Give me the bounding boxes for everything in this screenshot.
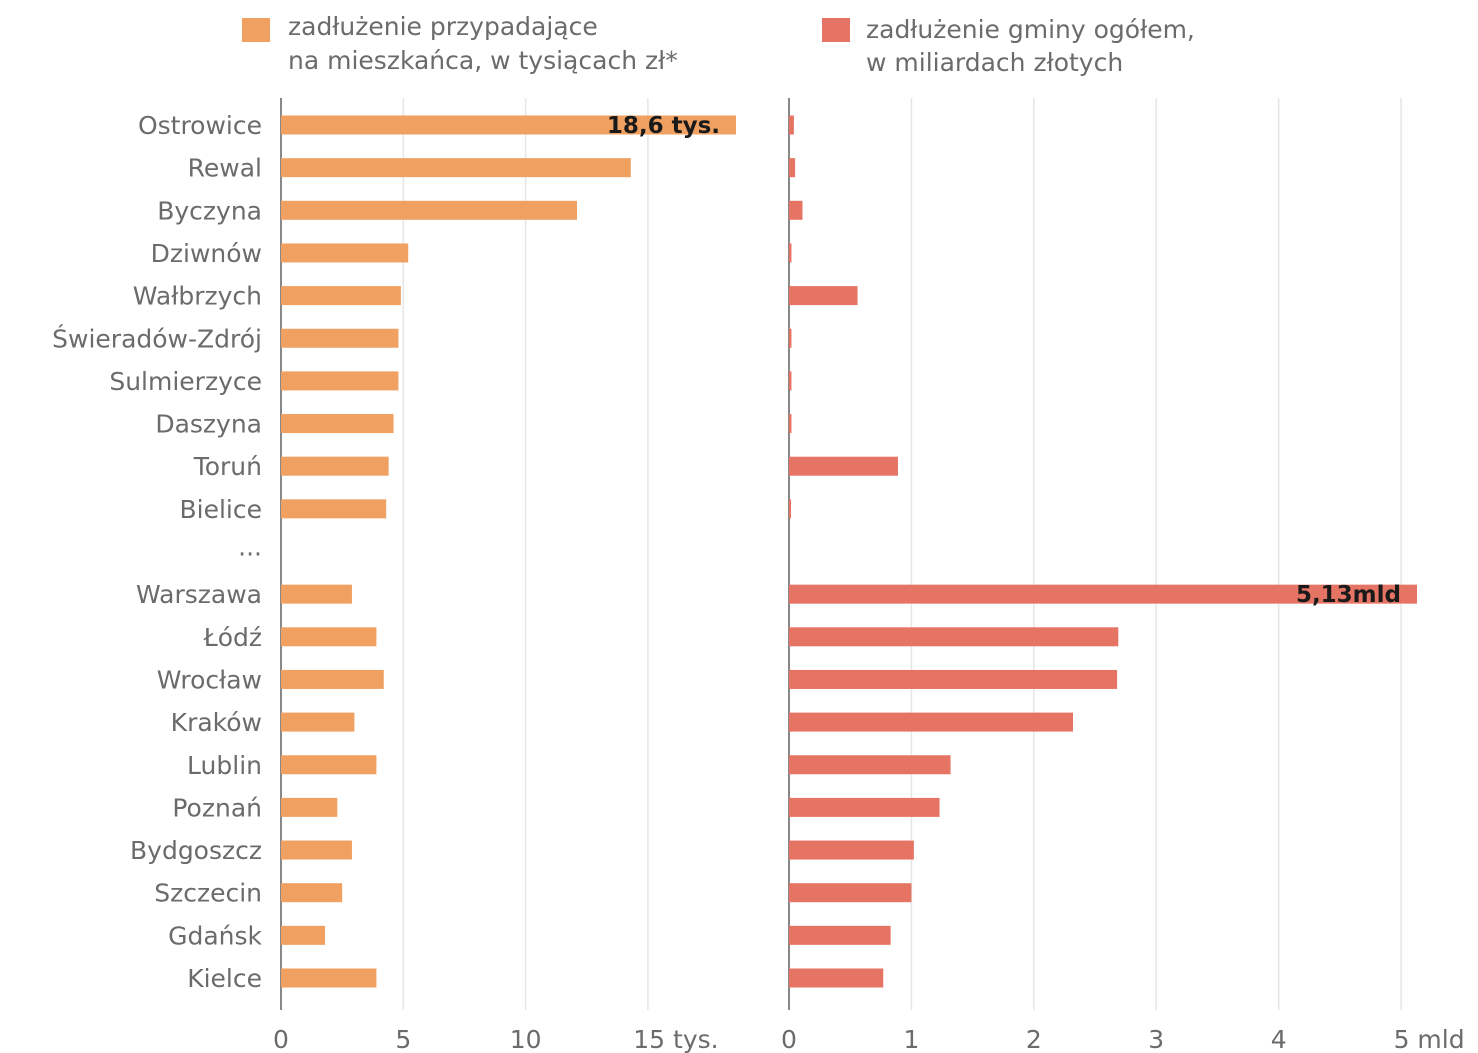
tick-label-s0-5: 5 (395, 1025, 411, 1053)
bar-s1-lublin (789, 755, 951, 775)
tick-label-s0-10: 10 (510, 1025, 542, 1053)
bar-s1-kielce (789, 968, 884, 988)
category-label-torun: Toruń (193, 452, 262, 481)
category-label-bydgoszcz: Bydgoszcz (130, 836, 262, 865)
tick-label-s1-2: 2 (1026, 1025, 1042, 1053)
bar-s1-szczecin (789, 883, 912, 903)
bar-s0-swieradow-zdroj (281, 328, 399, 348)
bar-s1-wroclaw (789, 669, 1118, 689)
bar-s0-wroclaw (281, 669, 384, 689)
bar-s0-ostrowice (281, 115, 736, 135)
bar-s1-daszyna (789, 414, 792, 434)
legend-label-total-line2: w miliardach złotych (866, 48, 1123, 77)
bar-s0-rewal (281, 158, 631, 178)
tick-label-s0-0: 0 (273, 1025, 289, 1053)
bar-s0-walbrzych (281, 286, 401, 306)
legend-swatch-per-capita (242, 18, 270, 42)
data-label-s1-warszawa: 5,13mld (1296, 582, 1401, 608)
tick-label-s1-3: 3 (1148, 1025, 1164, 1053)
legend: zadłużenie przypadające na mieszkańca, w… (242, 12, 1195, 77)
bar-s1-ostrowice (789, 115, 794, 135)
category-label-warszawa: Warszawa (136, 580, 262, 609)
bar-s0-szczecin (281, 883, 343, 903)
bar-s0-kielce (281, 968, 377, 988)
category-label-gdansk: Gdańsk (168, 921, 262, 950)
category-label-lublin: Lublin (187, 751, 262, 780)
tick-label-s1-5: 5 mld (1394, 1025, 1465, 1053)
bar-s0-bydgoszcz (281, 840, 352, 860)
category-label-sulmierzyce: Sulmierzyce (109, 367, 262, 396)
bar-s0-krakow (281, 712, 355, 732)
bar-s1-walbrzych (789, 286, 858, 306)
tick-label-s0-15: 15 tys. (633, 1025, 718, 1053)
bar-s1-sulmierzyce (789, 371, 792, 391)
category-label-krakow: Kraków (171, 708, 262, 737)
bar-s1-rewal (789, 158, 796, 178)
legend-label-total-line1: zadłużenie gminy ogółem, (866, 15, 1195, 44)
bar-s1-swieradow-zdroj (789, 328, 792, 348)
category-label-wroclaw: Wrocław (157, 665, 262, 694)
category-label-rewal: Rewal (188, 154, 262, 183)
category-label-daszyna: Daszyna (155, 410, 262, 439)
bar-s1-gdansk (789, 925, 891, 945)
bar-s0-bielice (281, 499, 387, 519)
tick-labels: 0 5 10 15 tys. 0 1 2 3 4 5 mld (273, 1025, 1465, 1053)
bar-s1-dziwnow (789, 243, 792, 263)
bar-s0-lodz (281, 627, 377, 647)
tick-label-s1-1: 1 (903, 1025, 919, 1053)
bar-s1-warszawa (789, 584, 1417, 604)
bar-s1-bydgoszcz (789, 840, 914, 860)
category-label-walbrzych: Wałbrzych (133, 282, 262, 311)
category-ellipsis: ... (238, 533, 262, 562)
bar-s0-daszyna (281, 414, 394, 434)
data-label-s0-ostrowice: 18,6 tys. (607, 113, 720, 139)
bar-s0-dziwnow (281, 243, 409, 263)
category-label-swieradow-zdroj: Świeradów-Zdrój (52, 323, 262, 353)
legend-label-per-capita-line1: zadłużenie przypadające (288, 12, 598, 41)
category-label-bielice: Bielice (180, 495, 263, 524)
bar-s0-torun (281, 456, 389, 476)
category-label-szczecin: Szczecin (154, 879, 262, 908)
bar-s0-lublin (281, 755, 377, 775)
gridlines (280, 98, 1402, 1010)
category-label-lodz: Łódź (203, 623, 262, 652)
bar-s0-gdansk (281, 925, 326, 945)
data-labels: 18,6 tys. 5,13mld (607, 113, 1401, 608)
bar-s0-byczyna (281, 200, 577, 220)
category-label-poznan: Poznań (172, 793, 262, 822)
bar-s0-warszawa (281, 584, 352, 604)
category-label-kielce: Kielce (187, 964, 262, 993)
category-labels: Ostrowice Rewal Byczyna Dziwnów Wałbrzych Świ… (52, 111, 262, 993)
bars (281, 115, 1417, 988)
legend-label-per-capita-line2: na mieszkańca, w tysiącach zł* (288, 46, 678, 75)
tick-label-s1-0: 0 (781, 1025, 797, 1053)
bar-s0-poznan (281, 797, 338, 817)
bar-s1-torun (789, 456, 898, 476)
category-label-ostrowice: Ostrowice (138, 111, 262, 140)
bar-s1-poznan (789, 797, 940, 817)
category-label-byczyna: Byczyna (157, 196, 262, 225)
category-label-dziwnow: Dziwnów (151, 239, 262, 268)
bar-s1-byczyna (789, 200, 803, 220)
bar-s1-krakow (789, 712, 1074, 732)
bar-s1-bielice (789, 499, 791, 519)
tick-label-s1-4: 4 (1271, 1025, 1287, 1053)
bar-s0-sulmierzyce (281, 371, 399, 391)
legend-swatch-total (822, 18, 850, 42)
bar-s1-lodz (789, 627, 1119, 647)
